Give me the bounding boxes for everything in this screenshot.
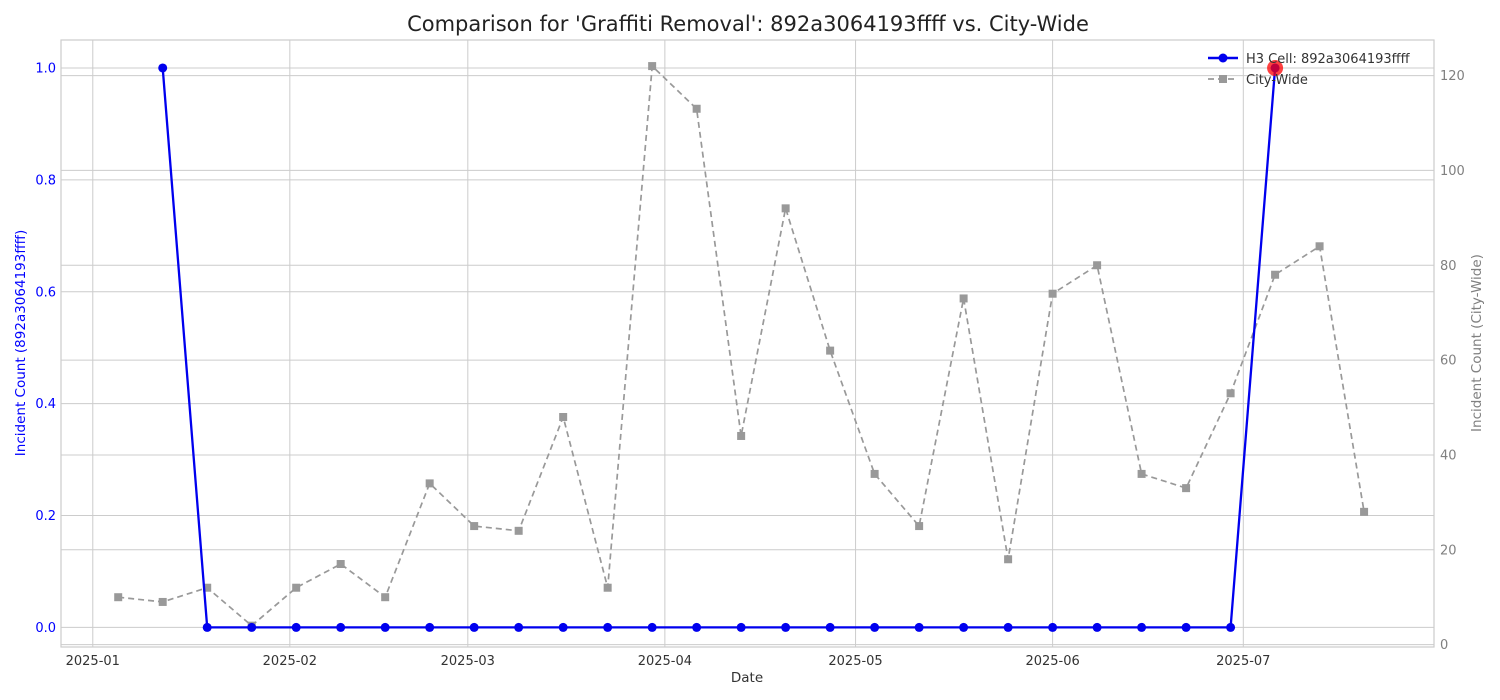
x-tick-label: 2025-07 <box>1216 654 1270 669</box>
citywide-point <box>959 294 968 303</box>
h3-cell-point <box>1226 622 1236 632</box>
citywide-point <box>1004 555 1013 564</box>
h3-cell-point <box>380 622 390 632</box>
x-tick-label: 2025-01 <box>66 654 120 669</box>
h3-cell-point <box>825 622 835 632</box>
citywide-point <box>826 346 835 355</box>
h3-cell-point <box>202 622 212 632</box>
citywide-point <box>1360 507 1369 516</box>
h3-cell-point <box>158 63 168 73</box>
y-left-tick-label: 0.6 <box>35 285 56 300</box>
citywide-point <box>692 104 701 113</box>
h3-cell-point <box>336 622 346 632</box>
h3-cell-point <box>1181 622 1191 632</box>
citywide-point <box>425 479 434 488</box>
y-axis-left-label: Incident Count (892a3064193ffff) <box>13 230 29 456</box>
y-right-tick-label: 20 <box>1440 543 1457 558</box>
legend-marker-h3 <box>1218 53 1228 63</box>
grid <box>61 40 1434 647</box>
citywide-point <box>470 522 479 531</box>
citywide-point <box>336 560 345 569</box>
y-left-tick-label: 1.0 <box>35 61 56 76</box>
axes: 2025-01 2025-02 2025-03 2025-04 2025-05 2025-… <box>35 61 1465 669</box>
h3-cell-point <box>1048 622 1058 632</box>
y-right-tick-label: 0 <box>1440 638 1448 653</box>
h3-cell-point <box>959 622 969 632</box>
citywide-point <box>1137 469 1146 478</box>
y-left-tick-label: 0.2 <box>35 509 56 524</box>
h3-cell-point <box>1137 622 1147 632</box>
h3-cell-point <box>1003 622 1013 632</box>
y-right-tick-label: 80 <box>1440 259 1457 274</box>
y-left-tick-label: 0.4 <box>35 397 56 412</box>
citywide-point <box>648 62 657 71</box>
y-right-tick-label: 60 <box>1440 354 1457 369</box>
y-left-tick-label: 0.8 <box>35 173 56 188</box>
h3-cell-point <box>692 622 702 632</box>
y-right-tick-label: 120 <box>1440 69 1465 84</box>
citywide-point <box>1315 242 1324 251</box>
chart-title: Comparison for 'Graffiti Removal': 892a3… <box>407 12 1089 36</box>
legend: H3 Cell: 892a3064193ffff City-Wide <box>1208 52 1411 88</box>
citywide-point <box>203 583 212 592</box>
legend-marker-citywide <box>1219 75 1227 83</box>
x-tick-label: 2025-02 <box>263 654 317 669</box>
h3-cell-point <box>781 622 791 632</box>
citywide-point <box>114 593 123 602</box>
x-axis-label: Date <box>731 670 763 686</box>
y-left-tick-label: 0.0 <box>35 621 56 636</box>
citywide-point <box>559 413 568 422</box>
h3-cell-point <box>870 622 880 632</box>
citywide-point <box>737 431 746 440</box>
y-right-tick-label: 100 <box>1440 164 1465 179</box>
citywide-point <box>1048 289 1057 298</box>
citywide-point <box>603 583 612 592</box>
h3-cell-point <box>469 622 479 632</box>
x-tick-label: 2025-06 <box>1025 654 1079 669</box>
series-line-h3-cell <box>161 67 1277 629</box>
h3-cell-point <box>647 622 657 632</box>
citywide-point <box>514 526 523 535</box>
h3-cell-point <box>514 622 524 632</box>
h3-cell-point <box>425 622 435 632</box>
citywide-point <box>292 583 301 592</box>
citywide-point <box>381 593 390 602</box>
citywide-point <box>1093 261 1102 270</box>
citywide-point <box>158 597 167 606</box>
h3-cell-point <box>736 622 746 632</box>
citywide-point <box>781 204 790 213</box>
citywide-point <box>870 469 879 478</box>
series-line-citywide <box>118 65 1365 627</box>
citywide-point <box>1182 484 1191 493</box>
h3-cell-point <box>603 622 613 632</box>
citywide-point <box>1271 270 1280 279</box>
h3-cell-point <box>247 622 257 632</box>
h3-cell-point <box>558 622 568 632</box>
plot-frame <box>60 39 1435 648</box>
h3-cell-point <box>914 622 924 632</box>
x-tick-label: 2025-04 <box>638 654 692 669</box>
x-tick-label: 2025-05 <box>828 654 882 669</box>
highlight-point <box>1267 59 1284 76</box>
y-right-tick-label: 40 <box>1440 448 1457 463</box>
citywide-point <box>1226 389 1235 398</box>
h3-cell-point <box>291 622 301 632</box>
y-axis-right-label: Incident Count (City-Wide) <box>1469 254 1485 432</box>
h3-cell-point <box>1092 622 1102 632</box>
series-layer <box>114 59 1369 632</box>
x-tick-label: 2025-03 <box>441 654 495 669</box>
citywide-point <box>915 522 924 531</box>
legend-label-h3: H3 Cell: 892a3064193ffff <box>1246 52 1411 67</box>
legend-label-citywide: City-Wide <box>1246 73 1308 88</box>
